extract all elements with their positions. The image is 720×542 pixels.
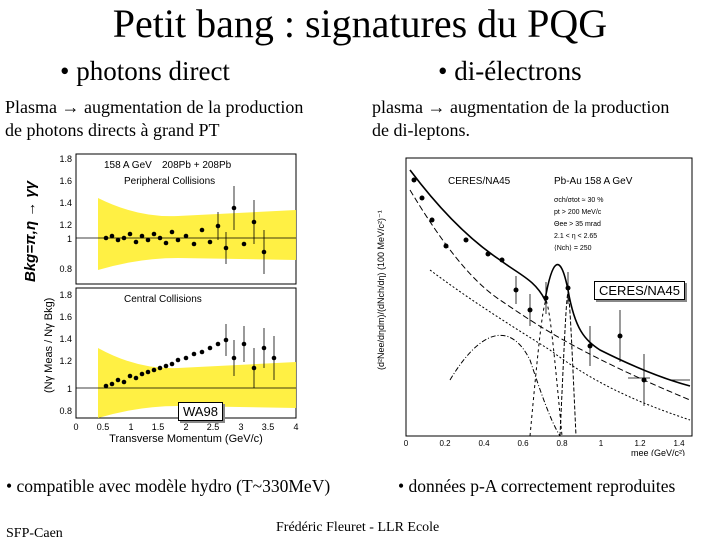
right-heading: • di-électrons — [438, 56, 582, 86]
cut-4: 2.1 < η < 2.65 — [554, 233, 597, 240]
bottom-subtitle: Central Collisions — [124, 294, 202, 305]
r-x-tick-0: 0 — [404, 439, 409, 448]
top-panel: 158 A GeV 208Pb + 208Pb Peripheral Colli… — [75, 153, 297, 285]
x-tick-1: 0.5 — [97, 422, 110, 432]
x-tick-6: 3 — [238, 422, 243, 432]
y-tick-bottom-3: 1.4 — [59, 334, 72, 344]
x-tick-4: 2 — [183, 422, 188, 432]
x-tick-8: 4 — [293, 422, 298, 432]
cut-1: σch/σtot ≈ 30 % — [554, 197, 603, 204]
top-reaction: 208Pb + 208Pb — [162, 160, 232, 171]
left-text-line2: de photons directs à grand PT — [5, 120, 220, 140]
left-heading: • photons direct — [60, 56, 230, 86]
page-title: Petit bang : signatures du PQG — [112, 1, 608, 46]
x-tick-2: 1 — [128, 422, 133, 432]
r-x-tick-2: 0.4 — [478, 439, 490, 448]
wa98-label: WA98 — [178, 402, 223, 421]
r-x-tick-6: 1.2 — [634, 439, 646, 448]
x-tick-3: 1.5 — [152, 422, 165, 432]
photon-ratio-figure: (Nγ Meas / Nγ Bkg) 158 A GeV 208Pb + 208… — [38, 148, 308, 446]
r-x-tick-3: 0.6 — [517, 439, 529, 448]
y-tick-bottom-2: 1.6 — [59, 312, 72, 322]
right-xlabel: mee (GeV/c²) — [631, 448, 685, 456]
background-side-label: Bkg=π,η → γγ — [22, 180, 39, 282]
cut-3: Θee > 35 mrad — [554, 221, 601, 228]
y-tick-bottom-4: 1.2 — [59, 356, 72, 366]
x-tick-7: 3.5 — [262, 422, 275, 432]
right-text-line2: de di-leptons. — [372, 120, 470, 140]
conclusion-right: • données p-A correctement reproduites — [398, 476, 676, 496]
right-text-line1: plasma → augmentation de la production — [372, 97, 670, 117]
y-tick-bottom-5: 1 — [67, 384, 72, 394]
r-x-tick-5: 1 — [599, 439, 604, 448]
bottom-data-points — [103, 337, 277, 389]
y-tick-top-5: 1 — [67, 234, 72, 244]
y-tick-top-2: 1.6 — [59, 176, 72, 186]
footer-left: SFP-Caen — [6, 526, 63, 541]
ceres-tag: CERES/NA45 — [448, 176, 511, 187]
left-text-line1: Plasma → augmentation de la production — [5, 97, 304, 117]
y-tick-top-3: 1.4 — [59, 198, 72, 208]
r-x-tick-4: 0.8 — [556, 439, 568, 448]
y-tick-bottom-6: 0.8 — [59, 406, 72, 416]
x-tick-0: 0 — [73, 422, 78, 432]
y-tick-top-6: 0.8 — [59, 264, 72, 274]
dielectron-figure: (d²Nee/dηdm)/(dNch/dη) (100 MeV/c²)⁻¹ CE… — [370, 150, 700, 456]
left-xlabel: Transverse Momentum (GeV/c) — [109, 433, 263, 445]
top-title: 158 A GeV — [104, 160, 152, 171]
conclusion-left: • compatible avec modèle hydro (T~330MeV… — [6, 476, 331, 496]
ceres-label: CERES/NA45 — [594, 281, 685, 300]
x-tick-5: 2.5 — [207, 422, 220, 432]
y-tick-top-1: 1.8 — [59, 154, 72, 164]
r-x-tick-1: 0.2 — [439, 439, 451, 448]
top-subtitle: Peripheral Collisions — [124, 176, 215, 187]
right-ylabel: (d²Nee/dηdm)/(dNch/dη) (100 MeV/c²)⁻¹ — [376, 210, 386, 370]
r-x-tick-7: 1.4 — [673, 439, 685, 448]
y-tick-top-4: 1.2 — [59, 220, 72, 230]
footer-center: Frédéric Fleuret - LLR Ecole — [276, 520, 440, 535]
left-ylabel: (Nγ Meas / Nγ Bkg) — [43, 298, 55, 393]
bottom-panel: Central Collisions — [75, 287, 297, 419]
cut-2: pt > 200 MeV/c — [554, 209, 602, 216]
ceres-reaction: Pb-Au 158 A GeV — [554, 176, 633, 187]
y-tick-bottom-1: 1.8 — [59, 290, 72, 300]
cut-5: ⟨Nch⟩ = 250 — [554, 244, 592, 252]
